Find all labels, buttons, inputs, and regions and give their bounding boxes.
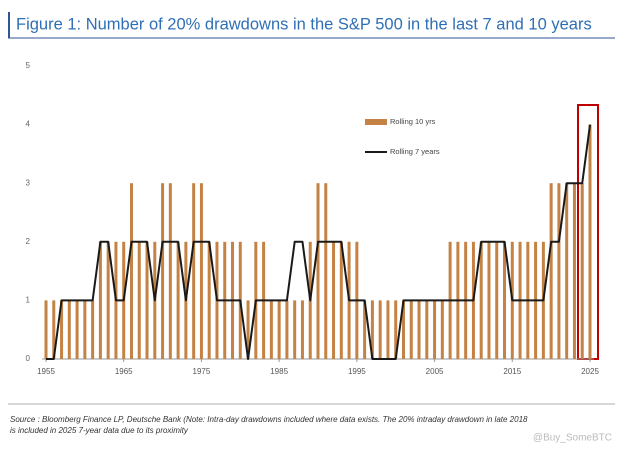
bar xyxy=(67,300,71,359)
bar xyxy=(246,300,250,359)
x-tick-label: 2005 xyxy=(426,367,444,376)
bar xyxy=(409,300,413,359)
source-line: Source : Bloomberg Finance LP, Deutsche … xyxy=(10,415,528,424)
y-tick-label: 2 xyxy=(26,237,31,246)
bar xyxy=(487,241,491,359)
bar xyxy=(83,300,87,359)
bar xyxy=(417,300,421,359)
legend-swatch xyxy=(365,119,387,125)
bar xyxy=(52,300,56,359)
bar xyxy=(557,183,561,359)
line xyxy=(46,124,591,360)
x-tick-label: 1985 xyxy=(270,367,288,376)
bar xyxy=(269,300,273,359)
bar xyxy=(401,300,405,359)
bar xyxy=(285,300,289,359)
bar xyxy=(324,183,328,359)
x-tick-label: 1955 xyxy=(37,367,55,376)
bar xyxy=(176,241,180,359)
title-accent xyxy=(8,12,10,38)
bar xyxy=(300,300,304,359)
x-tick-label: 1995 xyxy=(348,367,366,376)
x-tick-label: 1965 xyxy=(115,367,133,376)
bar xyxy=(370,300,374,359)
bar xyxy=(440,300,444,359)
bar xyxy=(433,300,437,359)
bar xyxy=(75,300,79,359)
bar xyxy=(572,183,576,359)
bar xyxy=(192,183,196,359)
bar xyxy=(503,241,507,359)
bar xyxy=(332,241,336,359)
bar xyxy=(129,183,133,359)
bar xyxy=(549,183,553,359)
bar xyxy=(495,241,499,359)
bar xyxy=(161,183,165,359)
watermark: @Buy_SomeBTC xyxy=(533,433,612,444)
bar xyxy=(277,300,281,359)
y-tick-label: 5 xyxy=(26,61,31,70)
bar xyxy=(98,241,102,359)
source-line: is included in 2025 7-year data due to i… xyxy=(10,426,189,435)
bar xyxy=(580,183,584,359)
bar xyxy=(339,241,343,359)
bar xyxy=(91,300,95,359)
y-tick-label: 3 xyxy=(26,178,31,187)
bar xyxy=(378,300,382,359)
bar xyxy=(44,300,48,359)
chart-title: Figure 1: Number of 20% drawdowns in the… xyxy=(16,15,592,33)
x-tick-label: 2015 xyxy=(503,367,521,376)
bar xyxy=(425,300,429,359)
x-tick-label: 2025 xyxy=(581,367,599,376)
bar xyxy=(565,183,569,359)
bar xyxy=(137,241,141,359)
y-tick-label: 0 xyxy=(26,354,31,363)
bar xyxy=(394,300,398,359)
bar xyxy=(106,241,110,359)
bar xyxy=(168,183,172,359)
y-tick-label: 4 xyxy=(26,120,31,129)
bar xyxy=(588,124,592,359)
bar xyxy=(60,300,64,359)
bar xyxy=(207,241,211,359)
bar xyxy=(363,300,367,359)
bar xyxy=(316,183,320,359)
x-tick-label: 1975 xyxy=(193,367,211,376)
bar xyxy=(293,300,297,359)
bar xyxy=(145,241,149,359)
bar xyxy=(386,300,390,359)
bar xyxy=(479,241,483,359)
y-tick-label: 1 xyxy=(26,296,31,305)
legend-label: Rolling 7 years xyxy=(390,147,440,156)
legend-label: Rolling 10 yrs xyxy=(390,117,436,126)
bar xyxy=(199,183,203,359)
